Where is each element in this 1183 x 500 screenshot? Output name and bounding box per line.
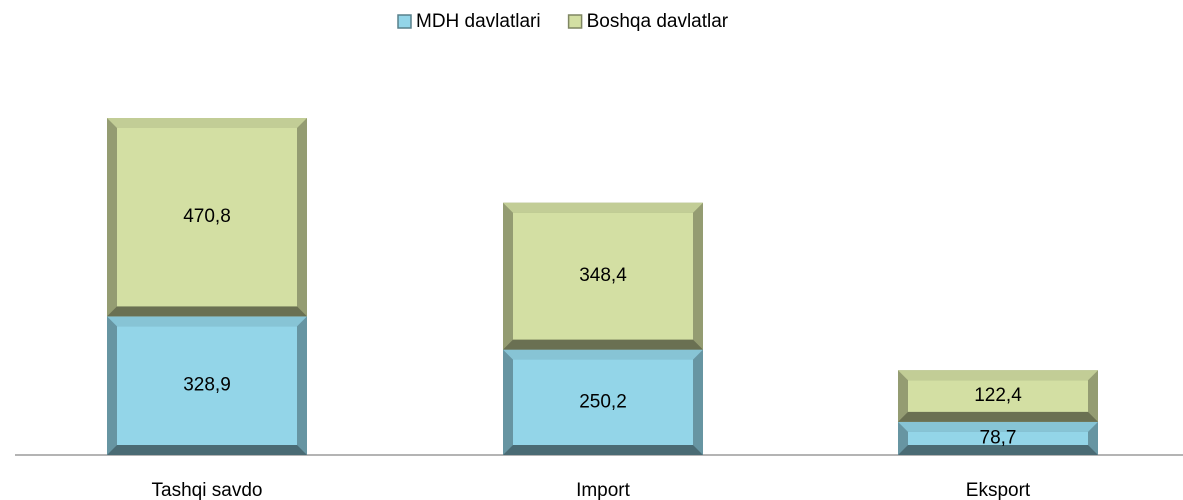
data-label: 122,4 (974, 385, 1022, 406)
bevel-bottom (107, 445, 307, 455)
bevel-face (513, 212, 693, 340)
bevel-face (908, 431, 1088, 445)
x-tick-label: Tashqi savdo (152, 480, 263, 500)
bevel-bottom (503, 445, 703, 455)
bevel-top (503, 349, 703, 360)
x-tick-label: Eksport (966, 480, 1031, 500)
data-label: 78,7 (980, 427, 1017, 448)
legend-label: Boshqa davlatlar (587, 11, 729, 32)
bevel-face (117, 128, 297, 307)
bevel-bottom (898, 445, 1098, 455)
data-label: 250,2 (579, 391, 627, 412)
bevel-face (908, 380, 1088, 412)
bevel-top (898, 421, 1098, 432)
bevel-bottom (503, 339, 703, 350)
bevel-top (107, 316, 307, 327)
data-label: 328,9 (183, 375, 231, 396)
legend-swatch (567, 14, 583, 29)
bevel-bottom (107, 306, 307, 317)
x-tick-label: Import (576, 480, 631, 500)
bevel-top (503, 202, 703, 213)
bevel-face (117, 326, 297, 445)
data-label: 348,4 (579, 265, 627, 286)
data-label: 470,8 (183, 206, 231, 227)
bevel-bottom (898, 411, 1098, 422)
legend-label: MDH davlatlari (416, 11, 541, 32)
bevel-face (513, 359, 693, 445)
bevel-top (107, 118, 307, 128)
legend-swatch (397, 14, 412, 29)
bevel-top (898, 370, 1098, 381)
